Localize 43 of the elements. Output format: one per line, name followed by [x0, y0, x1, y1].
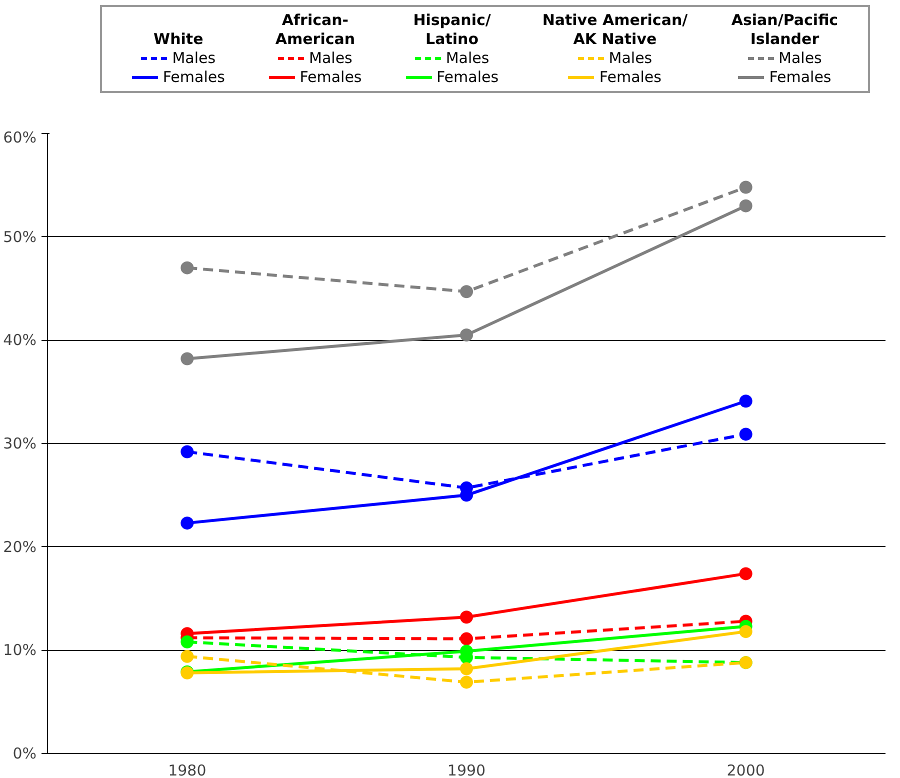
- text: Asian/Pacific Islander: [731, 11, 838, 49]
- point: [180, 635, 194, 648]
- point: [180, 516, 194, 530]
- y-tick-label: 60%: [3, 128, 37, 146]
- x-tick-label: 1990: [447, 762, 486, 778]
- point: [460, 662, 473, 676]
- x-tick-label: 1980: [168, 762, 206, 778]
- point: [460, 328, 473, 342]
- text: African- American: [275, 11, 356, 49]
- y-tick-label: 50%: [3, 228, 37, 246]
- text: White: [154, 29, 204, 49]
- point: [180, 650, 194, 663]
- legend-label: Males: [608, 49, 652, 68]
- point: [739, 199, 752, 212]
- x-tick-label: 2000: [726, 762, 765, 778]
- point: [739, 394, 752, 408]
- y-tick-label: 40%: [3, 331, 37, 350]
- legend-label: Males: [308, 49, 352, 68]
- text: Native American/ AK Native: [542, 11, 688, 49]
- legend-label: Females: [298, 68, 362, 87]
- legend-label: Females: [598, 68, 662, 87]
- point: [180, 445, 194, 458]
- text: Hispanic/ Latino: [413, 11, 491, 49]
- point: [739, 180, 752, 194]
- point: [460, 676, 473, 689]
- legend-label: Males: [171, 49, 216, 68]
- legend-label: Males: [778, 49, 822, 68]
- legend-label: Females: [162, 68, 225, 87]
- point: [180, 261, 194, 274]
- legend-label: Females: [768, 68, 832, 87]
- point: [739, 567, 752, 580]
- legend-label: Males: [444, 49, 490, 68]
- point: [739, 625, 752, 638]
- y-tick-label: 20%: [3, 538, 37, 556]
- point: [739, 428, 752, 441]
- y-tick-label: 0%: [12, 744, 36, 762]
- legend-label: Females: [436, 68, 499, 87]
- point: [460, 632, 473, 646]
- point: [460, 610, 473, 624]
- y-tick-label: 30%: [3, 434, 37, 452]
- point: [180, 352, 194, 366]
- y-tick-label: 10%: [3, 641, 37, 660]
- point: [460, 285, 473, 298]
